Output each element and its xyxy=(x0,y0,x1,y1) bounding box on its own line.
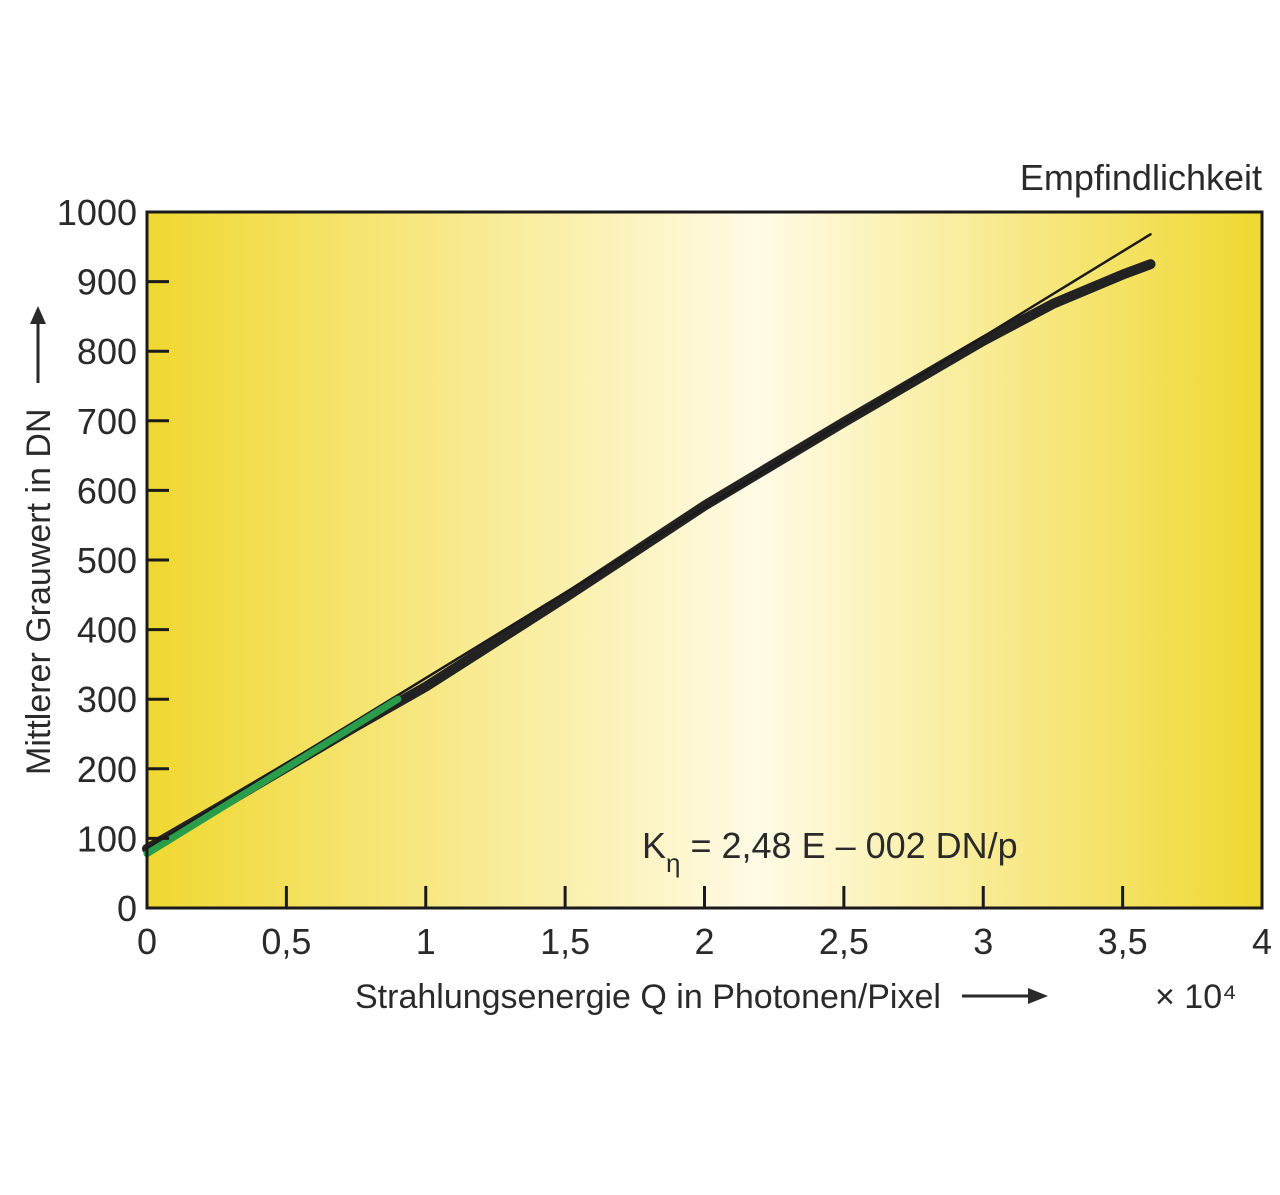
ticks-layer: 0 0,5 1 1,5 2 2,5 3 3,5 4 0 100 200 300 400 500 600 700 8… xyxy=(57,192,1272,962)
x-axis-arrow xyxy=(962,988,1048,1004)
y-tick-label: 400 xyxy=(77,610,137,651)
series-layer xyxy=(142,233,1156,858)
linear-fit-line xyxy=(145,233,1152,851)
x-axis-multiplier: × 10⁴ xyxy=(1155,978,1237,1016)
x-tick-label: 3 xyxy=(973,921,993,962)
annotation-subscript: η xyxy=(666,848,680,878)
fit-range-line xyxy=(143,695,402,858)
y-tick-label: 0 xyxy=(117,888,137,929)
y-tick-label: 800 xyxy=(77,331,137,372)
x-tick-label: 0 xyxy=(137,921,157,962)
plot-background xyxy=(147,212,1262,908)
y-tick-label: 600 xyxy=(77,470,137,511)
y-tick-label: 100 xyxy=(77,818,137,859)
y-tick-label: 1000 xyxy=(57,192,137,233)
annotation-main: K xyxy=(642,825,666,866)
annotation-rest: = 2,48 E – 002 DN/p xyxy=(680,825,1017,866)
x-axis-label: Strahlungsenergie Q in Photonen/Pixel xyxy=(355,978,941,1016)
x-tick-label: 1,5 xyxy=(540,921,590,962)
y-tick-label: 500 xyxy=(77,540,137,581)
x-tick-label: 2,5 xyxy=(819,921,869,962)
x-tick-label: 4 xyxy=(1252,921,1272,962)
y-axis-label: Mittlerer Grauwert in DN xyxy=(20,408,58,775)
y-tick-label: 700 xyxy=(77,401,137,442)
y-tick-label: 900 xyxy=(77,262,137,303)
y-tick-label: 200 xyxy=(77,749,137,790)
x-tick-label: 1 xyxy=(416,921,436,962)
y-tick-label: 300 xyxy=(77,679,137,720)
chart-title: Empfindlichkeit xyxy=(1020,157,1262,198)
x-tick-label: 0,5 xyxy=(261,921,311,962)
x-tick-label: 3,5 xyxy=(1098,921,1148,962)
x-tick-label: 2 xyxy=(694,921,714,962)
y-axis-arrow xyxy=(30,306,46,383)
sensitivity-annotation: Kη = 2,48 E – 002 DN/p xyxy=(642,825,1018,878)
